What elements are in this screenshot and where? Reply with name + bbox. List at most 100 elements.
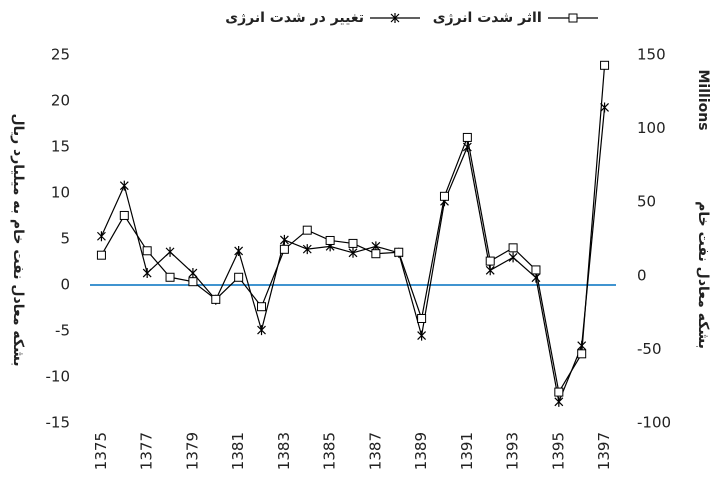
- data-point: [279, 234, 289, 245]
- series-line: [100, 65, 606, 394]
- y-tick-label: 20: [51, 92, 70, 110]
- data-point: [119, 210, 129, 220]
- y2-tick-label: 0: [637, 266, 647, 284]
- y-tick-label: -10: [46, 368, 71, 386]
- marker-asterisk: [165, 246, 175, 257]
- data-point: [97, 231, 106, 242]
- marker-square: [417, 313, 427, 323]
- y-tick-label: 5: [60, 230, 70, 248]
- data-point: [188, 277, 198, 287]
- data-point: [279, 244, 289, 254]
- data-point: [439, 191, 449, 201]
- data-point: [417, 330, 427, 341]
- marker-asterisk: [119, 180, 129, 191]
- x-tick-label: 1387: [366, 432, 384, 470]
- data-point: [165, 246, 175, 257]
- data-point: [600, 60, 610, 70]
- data-point: [508, 243, 518, 253]
- y2-tick-label: 50: [637, 193, 656, 211]
- data-point: [119, 180, 129, 191]
- x-tick-label: 1385: [321, 432, 339, 470]
- x-tick-label: 1375: [92, 432, 110, 470]
- x-tick-label: 1377: [138, 432, 156, 470]
- marker-square: [394, 247, 404, 257]
- data-point: [302, 244, 312, 255]
- marker-asterisk: [142, 268, 152, 279]
- marker-square: [600, 60, 610, 70]
- marker-square: [325, 235, 335, 245]
- data-point: [302, 225, 312, 235]
- y2-tick-label: 150: [637, 46, 666, 64]
- data-point: [417, 313, 427, 323]
- data-point: [394, 247, 404, 257]
- y2-axis-label: بشکه معادل نفت خام: [695, 201, 711, 349]
- marker-square: [165, 272, 175, 282]
- marker-square: [257, 302, 267, 312]
- marker-square: [279, 244, 289, 254]
- marker-asterisk: [554, 396, 564, 407]
- marker-square: [188, 277, 198, 287]
- data-point: [165, 272, 175, 282]
- data-point: [142, 268, 152, 279]
- y2-unit: Millions: [695, 69, 711, 130]
- data-point: [257, 325, 266, 336]
- marker-square: [119, 210, 129, 220]
- data-point: [554, 396, 564, 407]
- y-tick-label: -15: [46, 414, 71, 432]
- data-point: [485, 265, 495, 276]
- data-point: [325, 235, 335, 245]
- marker-asterisk: [508, 252, 518, 263]
- data-point: [485, 256, 495, 266]
- marker-square: [577, 349, 587, 359]
- marker-asterisk: [279, 234, 289, 245]
- x-tick-label: 1395: [549, 432, 567, 470]
- marker-square: [142, 246, 152, 256]
- marker-square: [371, 249, 381, 259]
- y-tick-label: 25: [51, 46, 70, 64]
- x-tick-label: 1381: [229, 432, 247, 470]
- data-point: [531, 265, 541, 275]
- legend-label: تغییر در شدت انرژی: [225, 10, 364, 26]
- x-tick-label: 1397: [595, 432, 613, 470]
- marker-square: [508, 243, 518, 253]
- data-point: [348, 247, 358, 258]
- marker-square: [302, 225, 312, 235]
- x-tick-label: 1379: [183, 432, 201, 470]
- x-tick-label: 1383: [275, 432, 293, 470]
- marker-asterisk: [390, 13, 400, 23]
- legend-marker: [568, 13, 578, 23]
- data-point: [96, 250, 106, 260]
- x-tick-label: 1389: [412, 432, 430, 470]
- data-point: [508, 252, 518, 263]
- data-point: [234, 272, 244, 282]
- y-tick-label: 0: [60, 276, 70, 294]
- marker-asterisk: [417, 330, 427, 341]
- x-tick-label: 1391: [458, 432, 476, 470]
- y-tick-label: -5: [55, 322, 70, 340]
- data-point: [257, 302, 267, 312]
- data-point: [577, 349, 587, 359]
- data-point: [142, 246, 152, 256]
- legend-label: اثر شدت انرژیI: [433, 10, 542, 26]
- marker-square: [439, 191, 449, 201]
- marker-asterisk: [257, 325, 266, 336]
- marker-asterisk: [188, 268, 198, 279]
- marker-square: [462, 132, 472, 142]
- y-tick-label: 10: [51, 184, 70, 202]
- marker-asterisk: [234, 245, 244, 256]
- data-point: [348, 238, 358, 248]
- y2-tick-label: -50: [637, 340, 662, 358]
- marker-asterisk: [97, 231, 106, 242]
- y2-tick-label: -100: [637, 414, 671, 432]
- marker-asterisk: [302, 244, 312, 255]
- y-axis-label: بشکه معادل نفت خام به میلیارد ریال: [10, 113, 26, 366]
- legend-marker: [390, 13, 400, 23]
- x-tick-label: 1393: [504, 432, 522, 470]
- marker-asterisk: [485, 265, 495, 276]
- data-point: [234, 245, 244, 256]
- marker-square: [211, 294, 221, 304]
- marker-square: [96, 250, 106, 260]
- marker-square: [531, 265, 541, 275]
- data-point: [462, 132, 472, 142]
